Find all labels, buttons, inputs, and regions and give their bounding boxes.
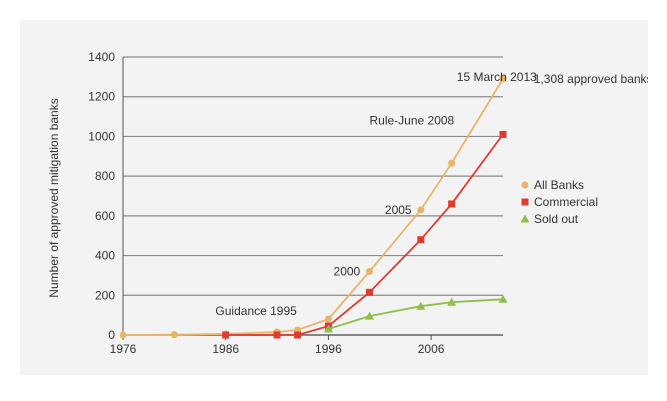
data-point-commercial <box>222 331 230 339</box>
annotation-label: Guidance 1995 <box>215 304 297 318</box>
legend-item-all-banks: All Banks <box>521 178 584 192</box>
data-point-sold-out <box>498 294 508 303</box>
data-point-commercial <box>273 331 281 339</box>
data-point-commercial <box>294 331 302 339</box>
series-line-all-banks <box>122 78 504 336</box>
y-tick-label: 1200 <box>88 90 115 104</box>
legend: All Banks Commercial Sold out <box>520 178 598 226</box>
legend-marker-commercial <box>521 198 529 206</box>
line-chart: 0 200 400 600 800 1000 1200 1400 1976 1986 1996 200… <box>47 50 648 356</box>
data-point-sold-out <box>323 324 333 333</box>
y-tick-label: 400 <box>95 249 115 263</box>
data-point-commercial <box>417 236 425 244</box>
legend-label-all-banks: All Banks <box>534 178 584 192</box>
data-point-all-banks <box>170 331 178 339</box>
legend-item-sold-out: Sold out <box>520 212 579 226</box>
data-point-commercial <box>499 130 507 138</box>
legend-item-commercial: Commercial <box>521 195 598 209</box>
data-point-all-banks <box>417 206 425 214</box>
x-tick-label: 1976 <box>110 342 137 356</box>
annotation-label: 1,308 approved banks <box>534 72 648 86</box>
y-tick-label: 800 <box>95 169 115 183</box>
y-tick-label: 1000 <box>88 129 115 143</box>
y-tick-label: 600 <box>95 209 115 223</box>
y-tick-label: 0 <box>108 328 115 342</box>
x-tick-label: 1986 <box>212 342 239 356</box>
annotation-label: 15 March 2013 <box>457 70 537 84</box>
series-group <box>119 75 508 339</box>
annotation-label: 2005 <box>385 203 412 217</box>
data-point-all-banks <box>119 331 127 339</box>
y-axis-label: Number of approved mitigation banks <box>47 98 61 297</box>
data-point-sold-out <box>364 311 374 320</box>
legend-marker-all-banks <box>521 181 529 189</box>
legend-marker-sold-out <box>520 214 530 223</box>
y-tick-label: 1400 <box>88 50 115 64</box>
data-point-commercial <box>448 200 456 208</box>
data-point-commercial <box>365 288 373 296</box>
annotation-label: 2000 <box>334 264 361 278</box>
legend-label-commercial: Commercial <box>534 195 598 209</box>
data-point-all-banks <box>365 267 373 275</box>
series-sold-out <box>323 294 508 333</box>
data-point-all-banks <box>499 75 507 83</box>
x-tick-label: 1996 <box>315 342 342 356</box>
y-tick-label: 200 <box>95 288 115 302</box>
annotation-label: Rule-June 2008 <box>369 114 454 128</box>
data-point-sold-out <box>447 297 457 306</box>
chart-panel: 0 200 400 600 800 1000 1200 1400 1976 1986 1996 200… <box>20 20 648 375</box>
grid <box>123 56 503 336</box>
x-tick-label: 2006 <box>418 342 445 356</box>
legend-label-sold-out: Sold out <box>534 212 579 226</box>
axes: 0 200 400 600 800 1000 1200 1400 1976 1986 1996 200… <box>88 50 503 356</box>
data-point-all-banks <box>324 315 332 323</box>
data-point-sold-out <box>416 301 426 310</box>
data-point-all-banks <box>448 159 456 167</box>
